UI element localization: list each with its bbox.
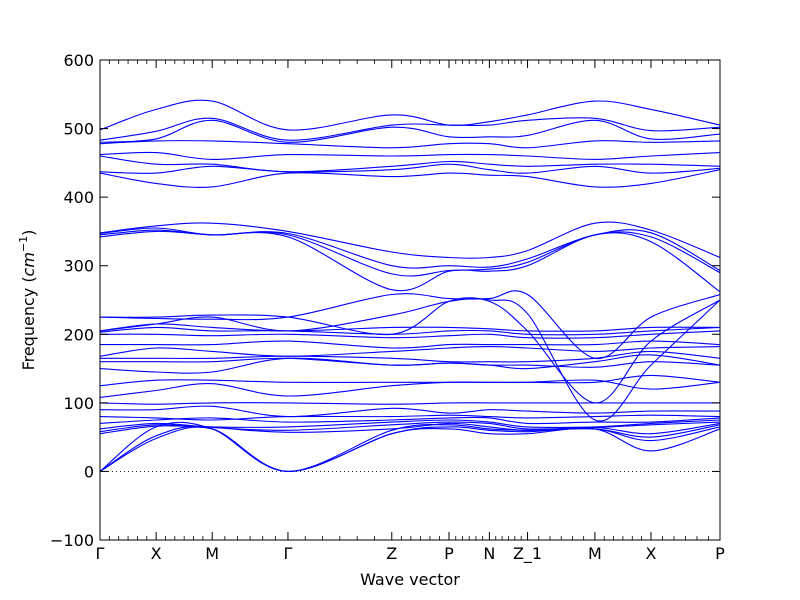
band-line [100, 340, 720, 349]
x-tick-label: Γ [96, 544, 105, 563]
y-axis-label: Frequency (cm−1) [17, 230, 38, 371]
x-tick-label: Γ [284, 544, 293, 563]
band-line [100, 155, 720, 173]
y-tick-label: 600 [63, 51, 94, 70]
band-line [100, 402, 720, 405]
band-line [100, 374, 720, 387]
x-tick-label: X [646, 544, 657, 563]
band-line [100, 151, 720, 160]
x-axis-ticks: Γ X M Γ Z P N Z_1 M X P [96, 60, 725, 564]
minor-ticks [108, 60, 709, 540]
x-tick-label: M [588, 544, 602, 563]
plot-frame [99, 59, 721, 541]
band-line [100, 405, 720, 418]
y-tick-label: 500 [63, 120, 94, 139]
band-line [100, 163, 720, 174]
band-line [100, 290, 720, 359]
x-tick-label: P [715, 544, 725, 563]
y-tick-label: 0 [84, 462, 94, 481]
band-line [100, 354, 720, 370]
band-line [100, 330, 720, 339]
x-tick-label: N [483, 544, 495, 563]
band-line [100, 350, 720, 363]
band-line [100, 421, 720, 472]
x-tick-label: M [205, 544, 219, 563]
band-line [100, 297, 720, 422]
x-tick-label: Z_1 [513, 544, 542, 564]
y-axis-ticks: −100 0 100 200 300 400 500 600 [50, 51, 720, 550]
y-tick-label: −100 [50, 531, 94, 550]
band-line [100, 99, 720, 131]
x-tick-label: X [151, 544, 162, 563]
band-line [100, 416, 720, 425]
y-tick-label: 200 [63, 325, 94, 344]
y-tick-label: 100 [63, 394, 94, 413]
band-lines [100, 99, 720, 472]
band-line [100, 323, 720, 332]
band-line [100, 419, 720, 430]
x-tick-label: P [444, 544, 454, 563]
band-line [100, 326, 720, 336]
band-line [100, 221, 720, 259]
band-line [100, 169, 720, 188]
plot-area-background [100, 60, 720, 540]
band-line [100, 119, 720, 143]
band-line [100, 140, 720, 149]
y-tick-label: 300 [63, 257, 94, 276]
x-tick-label: Z [386, 544, 397, 563]
y-tick-label: 400 [63, 188, 94, 207]
x-axis-label: Wave vector [360, 570, 460, 589]
band-line [100, 346, 720, 357]
band-line [100, 227, 720, 271]
